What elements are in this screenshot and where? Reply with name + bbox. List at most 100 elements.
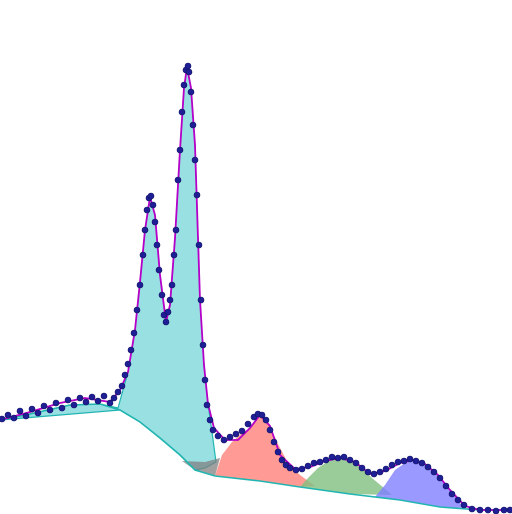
data-point — [184, 62, 192, 70]
data-point — [58, 404, 66, 412]
data-point — [170, 251, 178, 259]
data-point — [0, 415, 6, 423]
data-point — [88, 393, 96, 401]
data-point — [189, 121, 197, 129]
baseline — [0, 403, 512, 511]
data-point — [82, 398, 90, 406]
data-point — [124, 360, 132, 368]
data-point — [127, 346, 135, 354]
data-point — [151, 218, 159, 226]
data-point — [468, 505, 476, 513]
data-point — [178, 108, 186, 116]
data-point — [10, 414, 18, 422]
data-point — [172, 226, 180, 234]
data-point — [155, 266, 163, 274]
data-point — [274, 448, 282, 456]
data-point — [174, 176, 182, 184]
data-point — [4, 411, 12, 419]
data-point — [492, 507, 500, 514]
data-point — [388, 461, 396, 469]
data-point — [22, 412, 30, 420]
data-point — [364, 468, 372, 476]
data-point — [220, 436, 228, 444]
data-point — [266, 426, 274, 434]
data-point — [176, 146, 184, 154]
data-point — [147, 192, 155, 200]
data-point — [334, 454, 342, 462]
data-point — [316, 458, 324, 466]
data-point — [214, 432, 222, 440]
data-point — [304, 462, 312, 470]
data-point — [400, 457, 408, 465]
data-point — [376, 468, 384, 476]
data-point — [149, 201, 157, 209]
data-point — [16, 407, 24, 415]
data-point — [166, 296, 174, 304]
data-point — [46, 406, 54, 414]
data-point — [298, 465, 306, 473]
data-point — [201, 376, 209, 384]
data-point — [130, 329, 138, 337]
data-point — [199, 341, 207, 349]
data-point — [209, 426, 217, 434]
data-point — [370, 470, 378, 478]
data-point — [162, 318, 170, 326]
data-point — [197, 296, 205, 304]
data-point — [94, 397, 102, 405]
data-point — [436, 474, 444, 482]
data-point — [136, 281, 144, 289]
data-point — [418, 459, 426, 467]
data-point — [110, 394, 118, 402]
data-point — [352, 459, 360, 467]
data-point — [262, 416, 270, 424]
peak-area-4 — [300, 458, 392, 495]
data-point — [143, 206, 151, 214]
data-point — [28, 405, 36, 413]
data-point — [121, 371, 129, 379]
data-point — [346, 456, 354, 464]
data-point — [100, 392, 108, 400]
data-points — [0, 62, 512, 514]
data-point — [412, 457, 420, 465]
data-point — [328, 453, 336, 461]
baseline-line — [0, 403, 512, 511]
data-point — [394, 458, 402, 466]
data-point — [442, 482, 450, 490]
data-point — [430, 468, 438, 476]
data-point — [141, 226, 149, 234]
data-point — [406, 455, 414, 463]
data-point — [232, 430, 240, 438]
data-point — [340, 453, 348, 461]
data-point — [158, 291, 166, 299]
data-point — [187, 88, 195, 96]
data-point — [258, 411, 266, 419]
data-point — [244, 420, 252, 428]
data-point — [180, 81, 188, 89]
data-point — [484, 506, 492, 514]
peak-area-5 — [375, 460, 465, 508]
data-point — [292, 466, 300, 474]
data-point — [106, 399, 114, 407]
data-point — [193, 191, 201, 199]
data-point — [40, 402, 48, 410]
data-point — [195, 241, 203, 249]
data-point — [70, 401, 78, 409]
data-point — [424, 463, 432, 471]
data-point — [164, 308, 172, 316]
data-point — [168, 281, 176, 289]
data-point — [448, 490, 456, 498]
data-point — [191, 156, 199, 164]
data-point — [500, 506, 508, 514]
data-point — [454, 496, 462, 504]
data-point — [286, 464, 294, 472]
data-point — [114, 388, 122, 396]
data-point — [139, 251, 147, 259]
data-point — [460, 501, 468, 509]
data-point — [358, 464, 366, 472]
data-point — [238, 427, 246, 435]
data-point — [476, 506, 484, 514]
data-point — [322, 456, 330, 464]
data-point — [153, 241, 161, 249]
data-point — [226, 433, 234, 441]
data-point — [310, 459, 318, 467]
